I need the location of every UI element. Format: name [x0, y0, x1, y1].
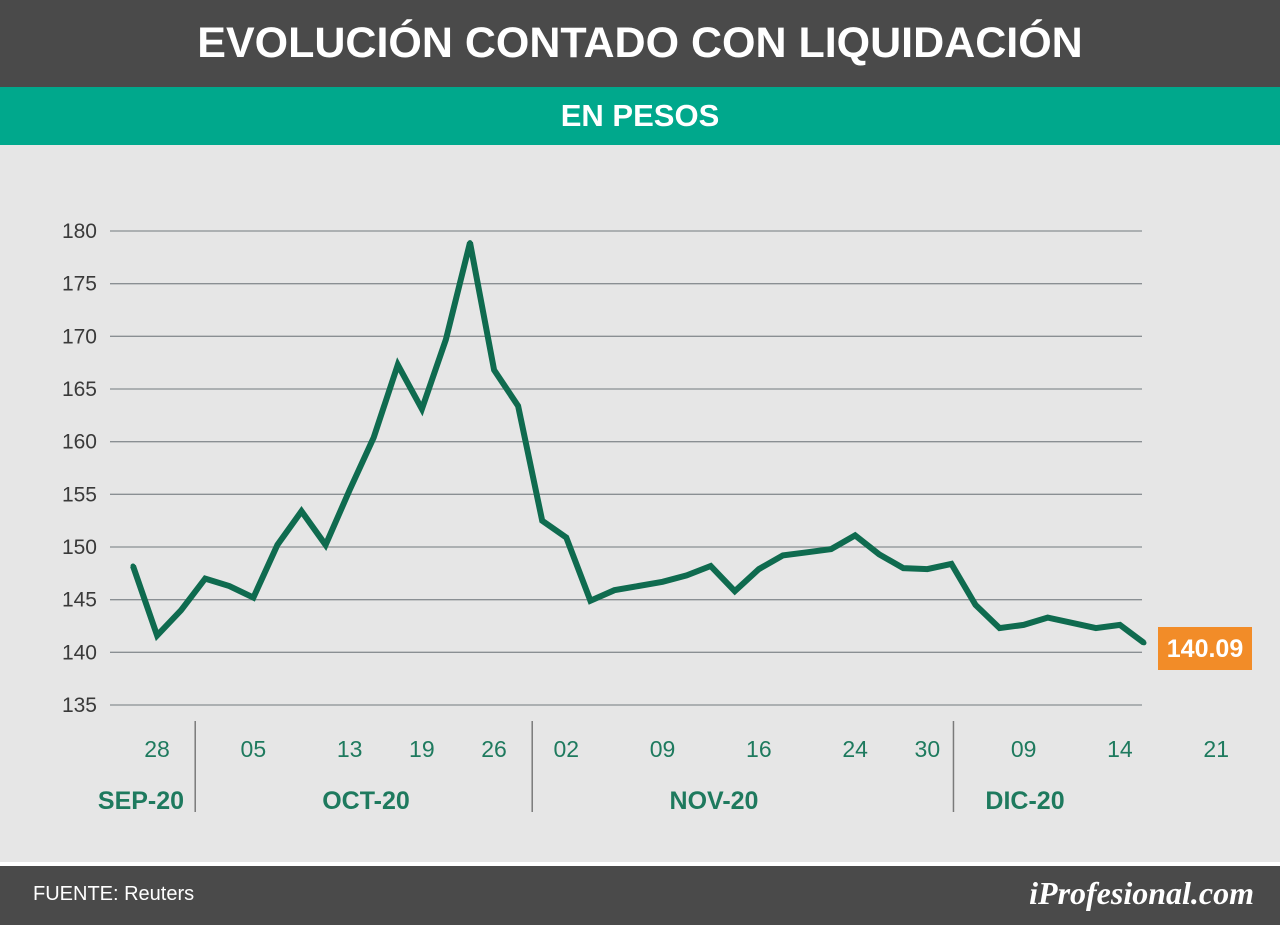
data-point	[202, 576, 208, 582]
x-tick-label: 05	[241, 736, 267, 762]
x-tick-label: 13	[337, 736, 363, 762]
y-tick-label: 140	[62, 641, 97, 664]
data-point	[924, 566, 930, 572]
data-point	[371, 434, 377, 440]
month-label: DIC-20	[985, 787, 1064, 815]
data-point	[419, 406, 425, 412]
data-point	[395, 362, 401, 368]
data-point	[154, 632, 160, 638]
y-tick-label: 160	[62, 431, 97, 454]
x-tick-label: 14	[1107, 736, 1133, 762]
x-tick-label: 28	[144, 736, 170, 762]
y-tick-label: 175	[62, 273, 97, 296]
data-point	[491, 367, 497, 373]
data-point	[780, 552, 786, 558]
data-point	[226, 583, 232, 589]
y-tick-label: 145	[62, 589, 97, 612]
month-label: NOV-20	[670, 787, 759, 815]
data-point	[130, 563, 136, 569]
data-point	[443, 336, 449, 342]
chart-area: 180 175 170 165 160 155 150 145 140 135 28 05 13 19 26…	[0, 145, 1280, 862]
data-point	[587, 598, 593, 604]
data-point	[539, 518, 545, 524]
data-point	[1045, 615, 1051, 621]
data-point	[1093, 625, 1099, 631]
data-point	[563, 535, 569, 541]
last-value-badge	[1158, 627, 1252, 670]
data-point	[515, 403, 521, 409]
x-tick-label: 19	[409, 736, 435, 762]
header-bar: EVOLUCIÓN CONTADO CON LIQUIDACIÓN	[0, 0, 1280, 87]
data-point	[1069, 620, 1075, 626]
source-text: FUENTE: Reuters	[33, 883, 195, 905]
series-line	[130, 241, 1146, 646]
data-point	[1021, 622, 1027, 628]
data-point	[804, 549, 810, 555]
data-point	[876, 551, 882, 557]
data-point	[250, 595, 256, 601]
x-tick-label: 16	[746, 736, 772, 762]
x-tick-label: 26	[481, 736, 507, 762]
y-tick-label: 170	[62, 325, 97, 348]
month-label: OCT-20	[322, 787, 410, 815]
data-point	[323, 542, 329, 548]
brand-logo: iProfesional.com	[1029, 875, 1254, 911]
data-point	[1141, 640, 1147, 646]
data-point	[611, 587, 617, 593]
y-tick-label: 155	[62, 483, 97, 506]
y-tick-label: 180	[62, 220, 97, 243]
data-point	[852, 532, 858, 538]
data-point	[973, 602, 978, 608]
x-tick-label: 21	[1203, 736, 1229, 762]
data-point	[636, 583, 641, 589]
data-point	[708, 563, 714, 569]
data-point	[274, 542, 280, 548]
data-point	[660, 579, 666, 585]
y-tick-label: 165	[62, 378, 97, 401]
data-point	[900, 565, 906, 571]
data-point	[178, 607, 184, 613]
y-tick-label: 135	[62, 694, 97, 717]
chart-subtitle: EN PESOS	[560, 98, 720, 133]
x-tick-label: 02	[553, 736, 579, 762]
data-point	[997, 625, 1003, 631]
subheader-bar: EN PESOS	[0, 87, 1280, 145]
x-tick-label: 09	[650, 736, 676, 762]
data-point	[684, 572, 690, 578]
data-point	[756, 566, 762, 572]
x-tick-label: 09	[1011, 736, 1037, 762]
last-value-label: 140.09	[1167, 635, 1243, 663]
data-point	[467, 240, 473, 246]
x-tick-label: 24	[842, 736, 868, 762]
y-tick-label: 150	[62, 536, 97, 559]
line-chart: 180 175 170 165 160 155 150 145 140 135 28 05 13 19 26…	[62, 220, 1252, 815]
data-point	[299, 508, 304, 514]
footer-bar: FUENTE: Reuters iProfesional.com	[0, 862, 1280, 925]
x-tick-label: 30	[915, 736, 941, 762]
data-point	[828, 546, 834, 552]
data-point	[1117, 622, 1123, 628]
chart-title: EVOLUCIÓN CONTADO CON LIQUIDACIÓN	[197, 19, 1083, 67]
data-point	[948, 561, 954, 567]
month-label: SEP-20	[98, 787, 184, 815]
data-point	[732, 588, 738, 594]
data-point	[347, 487, 353, 493]
